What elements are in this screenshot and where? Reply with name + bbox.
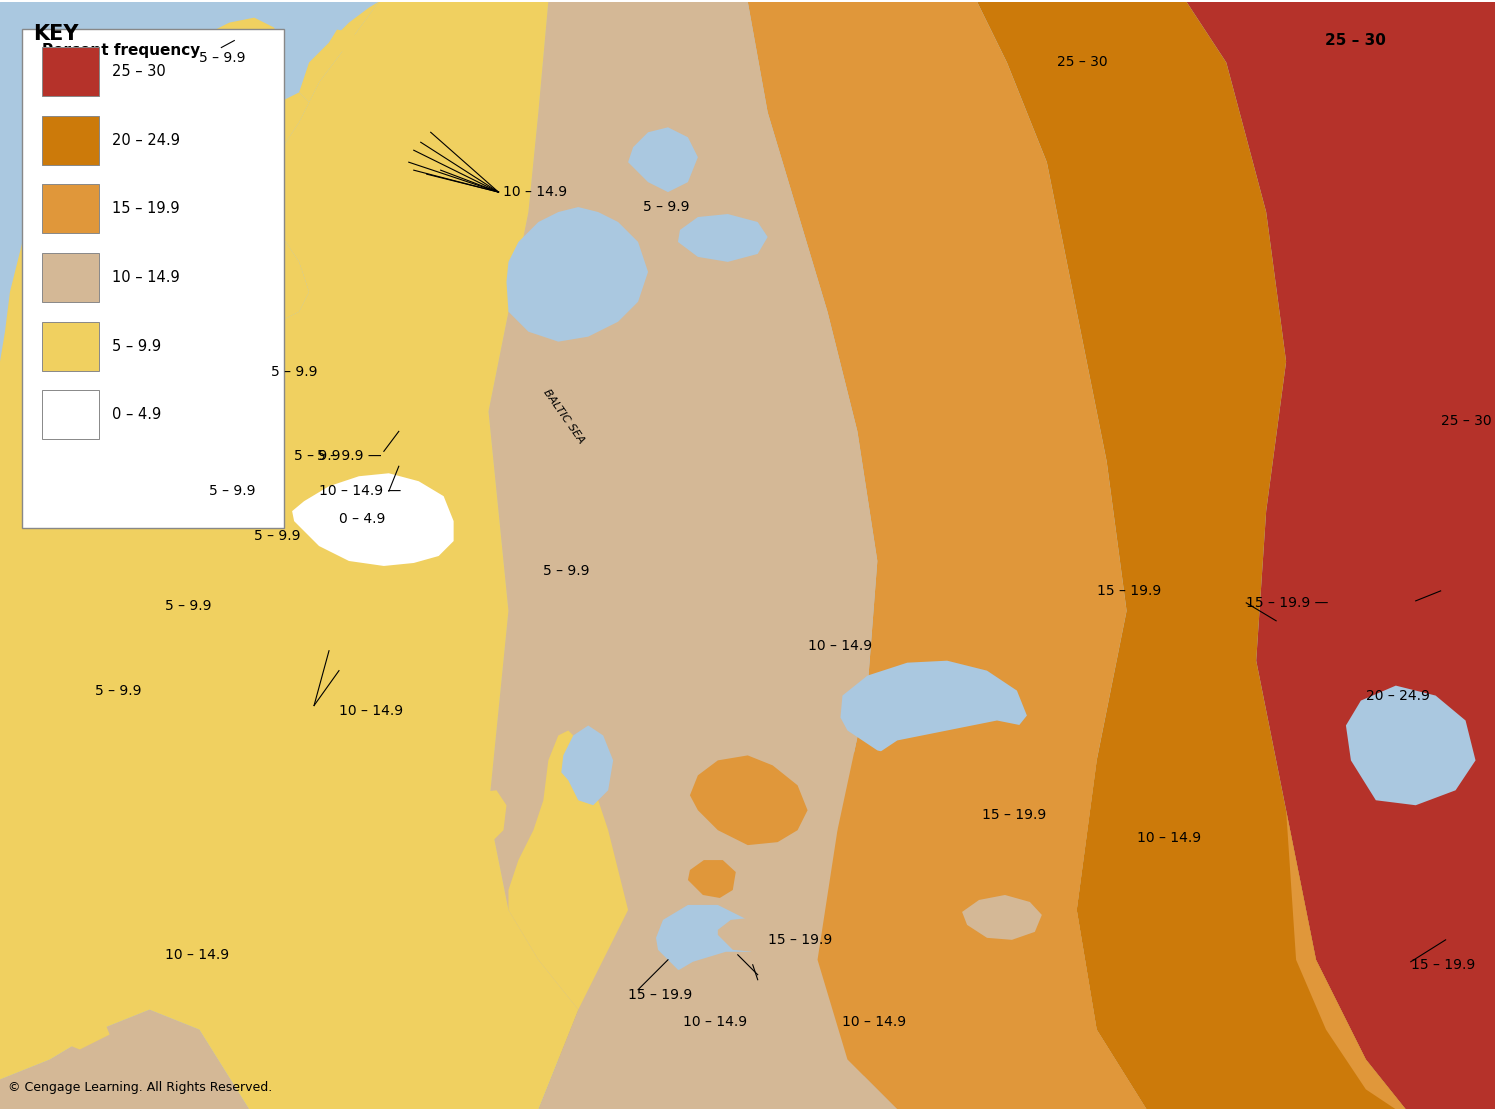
- Polygon shape: [154, 148, 195, 202]
- Polygon shape: [184, 82, 309, 322]
- Polygon shape: [430, 157, 456, 187]
- Text: 0 – 4.9: 0 – 4.9: [112, 408, 162, 422]
- Polygon shape: [507, 207, 648, 342]
- Polygon shape: [466, 790, 507, 840]
- Text: 10 – 14.9: 10 – 14.9: [843, 1014, 906, 1029]
- Polygon shape: [976, 2, 1406, 1109]
- Polygon shape: [489, 2, 837, 1010]
- Polygon shape: [1485, 621, 1496, 730]
- Text: 5 – 9.9: 5 – 9.9: [644, 200, 690, 214]
- Text: 5 – 9.9: 5 – 9.9: [543, 564, 590, 578]
- Text: © Cengage Learning. All Rights Reserved.: © Cengage Learning. All Rights Reserved.: [8, 1081, 272, 1094]
- Polygon shape: [0, 2, 579, 1109]
- Polygon shape: [538, 730, 867, 1109]
- Polygon shape: [962, 895, 1042, 940]
- Polygon shape: [628, 128, 698, 192]
- Polygon shape: [656, 905, 758, 974]
- FancyBboxPatch shape: [22, 29, 284, 528]
- Polygon shape: [350, 1040, 448, 1109]
- Polygon shape: [688, 860, 736, 898]
- Text: 10 – 14.9 —: 10 – 14.9 —: [320, 484, 402, 498]
- Polygon shape: [423, 128, 448, 157]
- Text: 15 – 19.9: 15 – 19.9: [1410, 958, 1474, 972]
- Text: 25 – 30: 25 – 30: [1326, 33, 1386, 48]
- Polygon shape: [818, 760, 1096, 1109]
- Text: 20 – 24.9: 20 – 24.9: [112, 132, 180, 148]
- Polygon shape: [417, 84, 447, 118]
- Text: 5 – 9.9: 5 – 9.9: [294, 449, 340, 463]
- Polygon shape: [0, 1010, 249, 1109]
- Text: 15 – 19.9: 15 – 19.9: [982, 808, 1047, 822]
- Bar: [42, 253, 99, 302]
- Polygon shape: [867, 721, 1096, 1030]
- Bar: [42, 390, 99, 439]
- Text: 5 – 9.9: 5 – 9.9: [112, 339, 162, 353]
- Polygon shape: [204, 18, 284, 82]
- Polygon shape: [536, 930, 580, 964]
- Polygon shape: [1286, 810, 1406, 1109]
- Polygon shape: [676, 952, 806, 1002]
- Polygon shape: [957, 910, 1146, 1109]
- Polygon shape: [298, 2, 380, 122]
- Text: 5 – 9.9: 5 – 9.9: [210, 484, 256, 498]
- Text: 5 – 9.9: 5 – 9.9: [94, 683, 141, 698]
- Text: 0 – 4.9: 0 – 4.9: [339, 512, 386, 527]
- Bar: [42, 116, 99, 164]
- Polygon shape: [414, 38, 460, 82]
- Text: 10 – 14.9: 10 – 14.9: [165, 948, 228, 962]
- Text: 15 – 19.9: 15 – 19.9: [112, 201, 180, 217]
- Polygon shape: [840, 661, 1028, 760]
- Text: 25 – 30: 25 – 30: [112, 64, 166, 79]
- Text: 5 – 9.9: 5 – 9.9: [272, 364, 318, 379]
- Text: 10 – 14.9: 10 – 14.9: [682, 1014, 747, 1029]
- Text: 10 – 14.9: 10 – 14.9: [112, 270, 180, 286]
- Text: 10 – 14.9: 10 – 14.9: [504, 186, 567, 199]
- Text: 5 – 9.9: 5 – 9.9: [165, 599, 211, 613]
- Text: 25 – 30: 25 – 30: [1440, 414, 1491, 429]
- Bar: [42, 322, 99, 371]
- Text: 15 – 19.9: 15 – 19.9: [628, 988, 693, 1002]
- Text: 10 – 14.9: 10 – 14.9: [1137, 831, 1200, 845]
- Polygon shape: [328, 30, 358, 52]
- Polygon shape: [678, 214, 768, 262]
- Polygon shape: [438, 188, 462, 214]
- Polygon shape: [690, 755, 807, 845]
- Text: Percent frequency: Percent frequency: [42, 42, 200, 58]
- Text: 10 – 14.9: 10 – 14.9: [339, 703, 404, 718]
- Text: 15 – 19.9: 15 – 19.9: [1096, 584, 1161, 598]
- Bar: [42, 47, 99, 96]
- Polygon shape: [718, 918, 765, 952]
- Text: 10 – 14.9: 10 – 14.9: [807, 639, 871, 653]
- Bar: [42, 184, 99, 233]
- Text: BALTIC SEA: BALTIC SEA: [542, 388, 585, 446]
- Polygon shape: [388, 2, 448, 52]
- Text: 5 – 9.9 —: 5 – 9.9 —: [316, 449, 381, 463]
- Polygon shape: [509, 730, 628, 1010]
- Polygon shape: [292, 473, 453, 565]
- Text: 5 – 9.9: 5 – 9.9: [200, 50, 246, 64]
- Text: 15 – 19.9: 15 – 19.9: [768, 933, 832, 947]
- Polygon shape: [561, 725, 614, 805]
- Polygon shape: [1052, 2, 1142, 38]
- Text: 25 – 30: 25 – 30: [1058, 56, 1107, 70]
- Text: 15 – 19.9 —: 15 – 19.9 —: [1246, 595, 1329, 610]
- Polygon shape: [747, 2, 1146, 1109]
- Polygon shape: [1186, 2, 1496, 1109]
- Polygon shape: [1346, 685, 1476, 805]
- Text: 5 – 9.9: 5 – 9.9: [254, 529, 300, 543]
- Polygon shape: [30, 1000, 109, 1050]
- Polygon shape: [489, 2, 897, 1109]
- Polygon shape: [444, 1010, 558, 1109]
- Text: KEY: KEY: [33, 23, 78, 43]
- Text: 20 – 24.9: 20 – 24.9: [1366, 689, 1430, 702]
